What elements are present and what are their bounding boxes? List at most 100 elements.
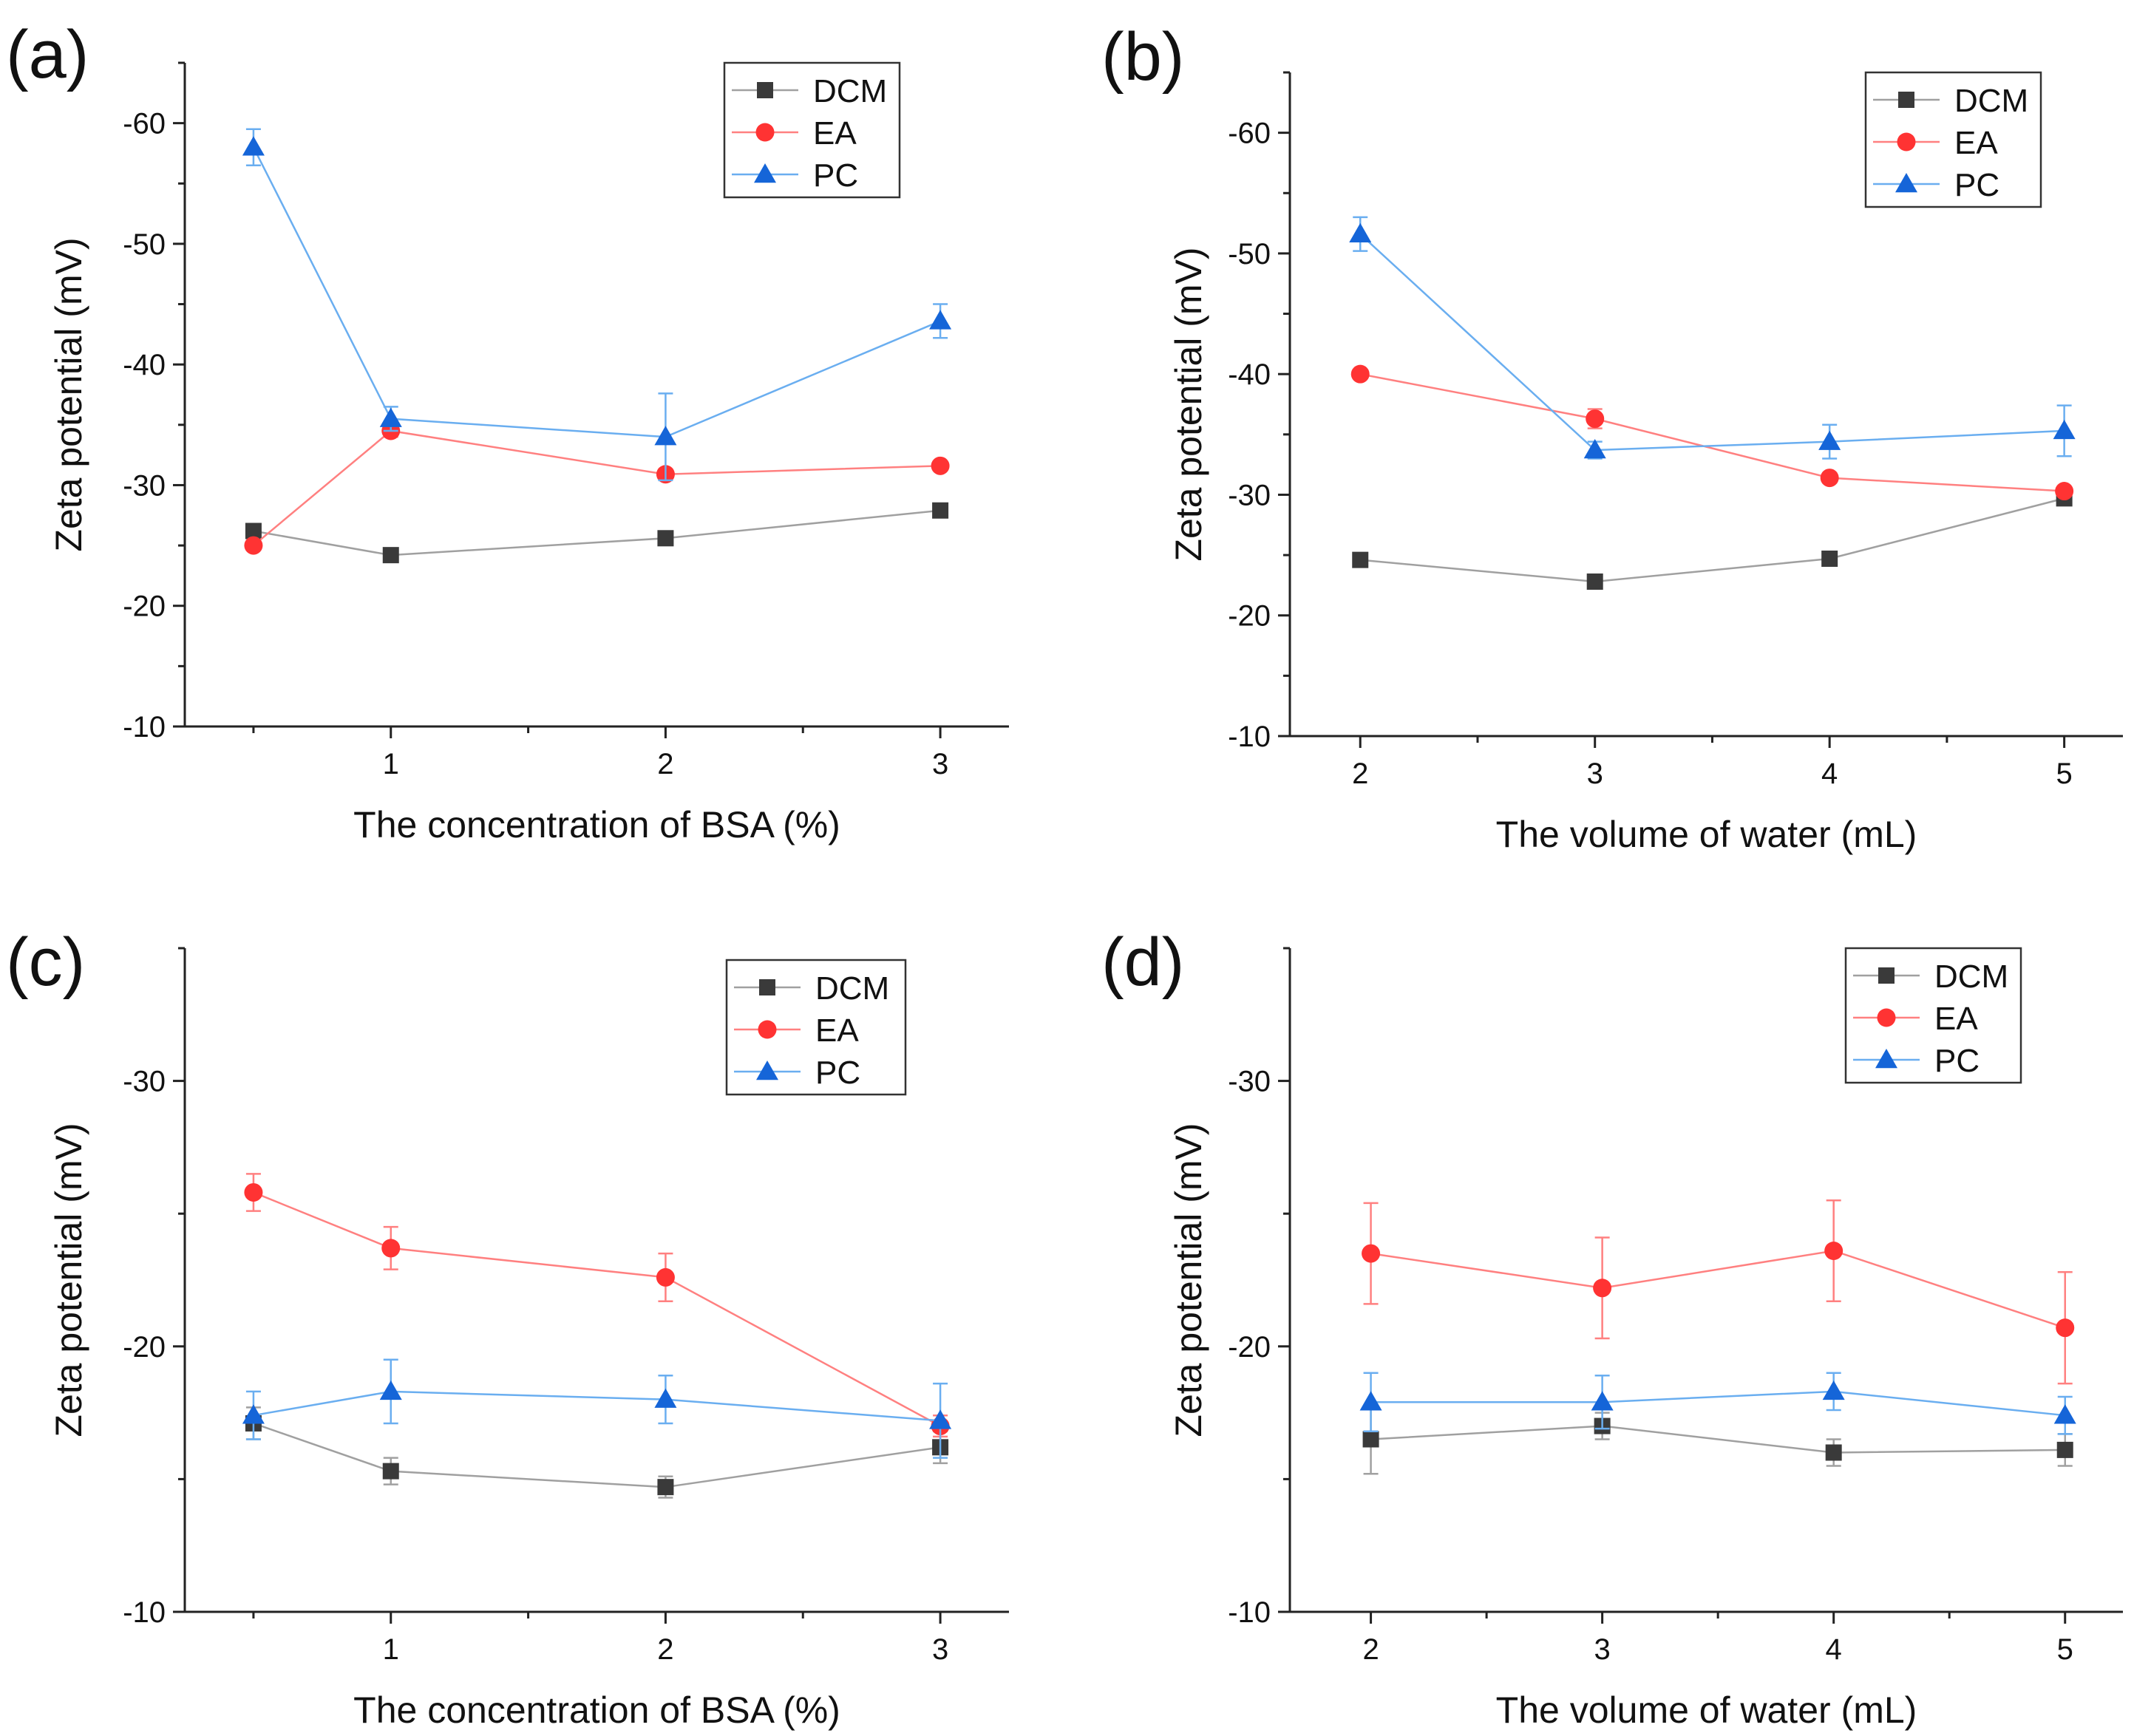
x-tick-label: 5 bbox=[2057, 1633, 2073, 1666]
data-point-dcm bbox=[382, 1463, 399, 1480]
series-dcm bbox=[245, 1406, 949, 1499]
y-axis-title: Zeta potential (mV) bbox=[1168, 1123, 1209, 1437]
legend-label-dcm: DCM bbox=[1954, 83, 2028, 119]
y-tick-label: -20 bbox=[1228, 600, 1271, 633]
x-tick-label: 5 bbox=[2056, 758, 2073, 790]
x-tick-label: 3 bbox=[932, 1633, 948, 1666]
series-line bbox=[253, 429, 941, 547]
panel-d: -10 -20 -30 2 3 4 5 The volume of water (mL) Zet… bbox=[1101, 925, 2123, 1731]
legend-label-ea: EA bbox=[1954, 125, 1998, 161]
series-line bbox=[1370, 1425, 2065, 1454]
series-dcm bbox=[245, 502, 949, 564]
legend: DCM EA PC bbox=[723, 61, 901, 199]
panel-b: -10 -20 -30 -40 -50 -60 2 3 4 5 The volume of wate… bbox=[1101, 19, 2123, 855]
legend-label-ea: EA bbox=[815, 1012, 859, 1049]
legend-marker-pc bbox=[1895, 173, 1917, 193]
legend-label-dcm: DCM bbox=[815, 970, 889, 1007]
data-point-dcm bbox=[245, 522, 262, 539]
data-point-dcm bbox=[1586, 573, 1603, 590]
series-line bbox=[253, 509, 941, 556]
data-point-ea bbox=[1820, 469, 1839, 488]
x-tick-label: 4 bbox=[1826, 1633, 1842, 1666]
data-point-pc bbox=[929, 310, 952, 330]
legend-label-dcm: DCM bbox=[1934, 959, 2008, 995]
panel-a: -10 -20 -30 -40 -50 -60 1 2 3 The concentration o… bbox=[6, 17, 1009, 845]
series-pc bbox=[1359, 1372, 2076, 1435]
panel-c: -10 -20 -30 1 2 3 The concentration of BSA (%)… bbox=[6, 925, 1009, 1731]
data-point-pc bbox=[1818, 430, 1841, 450]
legend-marker-dcm bbox=[1898, 92, 1914, 108]
series-line bbox=[253, 1191, 941, 1427]
x-tick-label: 1 bbox=[383, 748, 399, 780]
legend: DCM EA PC bbox=[1864, 71, 2042, 208]
x-tick-label: 2 bbox=[1352, 758, 1368, 790]
y-tick-label: -40 bbox=[1228, 358, 1271, 391]
x-tick-label: 3 bbox=[1594, 1633, 1611, 1666]
series-ea bbox=[1362, 1199, 2075, 1385]
data-point-pc bbox=[1583, 439, 1606, 459]
x-tick-label: 3 bbox=[1587, 758, 1603, 790]
data-point-pc bbox=[1359, 1391, 1382, 1411]
series-ea bbox=[1350, 364, 2074, 501]
x-tick-label: 3 bbox=[932, 748, 948, 780]
x-tick-label: 2 bbox=[1362, 1633, 1379, 1666]
y-axis-title: Zeta potential (mV) bbox=[48, 1123, 89, 1437]
legend-marker-dcm bbox=[759, 979, 775, 995]
data-point-dcm bbox=[657, 530, 674, 547]
data-point-ea bbox=[2056, 1318, 2075, 1338]
y-tick-label: -20 bbox=[1228, 1331, 1271, 1364]
y-tick-label: -40 bbox=[123, 349, 166, 381]
y-tick-label: -10 bbox=[123, 711, 166, 743]
data-point-pc bbox=[242, 1404, 265, 1424]
series-line bbox=[252, 146, 941, 438]
data-point-dcm bbox=[382, 547, 399, 564]
legend-label-pc: PC bbox=[815, 1055, 860, 1091]
series-line bbox=[1370, 1250, 2066, 1329]
legend-marker-ea bbox=[1897, 132, 1916, 152]
legend: DCM EA PC bbox=[1844, 947, 2022, 1084]
x-axis-title: The concentration of BSA (%) bbox=[353, 804, 840, 845]
data-point-dcm bbox=[1825, 1444, 1842, 1461]
x-tick-label: 1 bbox=[383, 1633, 399, 1666]
panel-label: (d) bbox=[1101, 925, 1184, 1000]
data-point-ea bbox=[2055, 482, 2074, 501]
data-point-pc bbox=[654, 426, 677, 446]
x-axis-title: The concentration of BSA (%) bbox=[353, 1689, 840, 1731]
legend-marker-dcm bbox=[757, 82, 773, 98]
data-point-pc bbox=[2053, 419, 2076, 440]
y-tick-label: -10 bbox=[1228, 1596, 1271, 1629]
legend-marker-pc bbox=[754, 163, 776, 183]
x-tick-label: 4 bbox=[1821, 758, 1838, 790]
data-point-pc bbox=[2053, 1404, 2076, 1424]
panel-label: (a) bbox=[6, 17, 89, 92]
data-point-dcm bbox=[2056, 1441, 2073, 1458]
data-point-dcm bbox=[657, 1479, 674, 1496]
data-point-ea bbox=[1824, 1241, 1844, 1260]
legend-label-ea: EA bbox=[813, 115, 857, 152]
panel-label: (b) bbox=[1101, 19, 1184, 95]
series-ea bbox=[244, 421, 950, 555]
series-line bbox=[1360, 372, 2065, 492]
y-tick-label: -30 bbox=[123, 469, 166, 502]
data-point-pc bbox=[1349, 222, 1372, 243]
data-point-dcm bbox=[1821, 550, 1838, 567]
data-point-ea bbox=[244, 536, 263, 555]
legend-marker-pc bbox=[756, 1061, 778, 1080]
data-point-pc bbox=[379, 1380, 402, 1400]
data-point-ea bbox=[1350, 364, 1370, 384]
y-tick-label: -50 bbox=[123, 228, 166, 261]
legend: DCM EA PC bbox=[725, 959, 907, 1096]
y-tick-label: -60 bbox=[1228, 118, 1271, 150]
series-pc bbox=[242, 1358, 952, 1459]
data-point-dcm bbox=[1352, 551, 1369, 568]
series-dcm bbox=[1362, 1403, 2073, 1475]
legend-label-pc: PC bbox=[1954, 167, 1999, 203]
x-axis-title: The volume of water (mL) bbox=[1496, 814, 1917, 855]
data-point-pc bbox=[242, 136, 265, 156]
x-tick-label: 2 bbox=[657, 748, 673, 780]
series-line bbox=[253, 1390, 941, 1422]
series-dcm bbox=[1352, 490, 2073, 590]
x-axis-title: The volume of water (mL) bbox=[1496, 1689, 1917, 1731]
legend-marker-ea bbox=[1877, 1008, 1896, 1027]
data-point-pc bbox=[1591, 1391, 1614, 1411]
